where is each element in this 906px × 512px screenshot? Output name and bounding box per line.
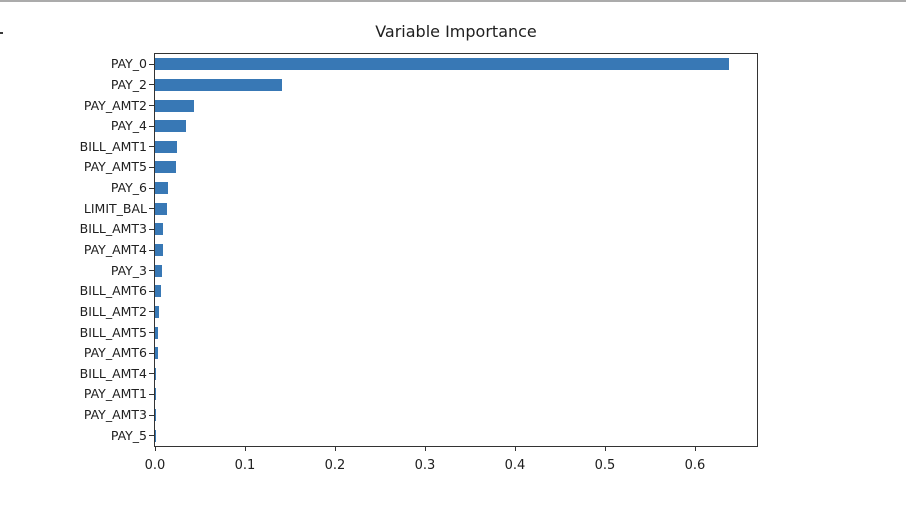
x-tick-mark: [514, 447, 516, 451]
y-tick-label-pay_amt1: PAY_AMT1: [83, 386, 147, 402]
y-tick-mark: [149, 270, 154, 272]
y-tick-label-limit_bal: LIMIT_BAL: [83, 200, 147, 216]
y-tick-label-pay_amt6: PAY_AMT6: [83, 345, 147, 361]
bar-pay_2: [155, 78, 282, 91]
y-tick-mark: [149, 373, 154, 375]
y-tick-mark: [149, 311, 154, 313]
y-tick-label-pay_2: PAY_2: [110, 76, 147, 92]
y-tick-label-bill_amt3: BILL_AMT3: [79, 221, 147, 237]
chart-title: Variable Importance: [375, 22, 537, 41]
y-tick-label-pay_5: PAY_5: [110, 427, 147, 443]
y-tick-mark: [149, 166, 154, 168]
x-tick-mark: [244, 447, 246, 451]
bar-pay_amt1: [155, 388, 156, 401]
bar-pay_6: [155, 182, 169, 195]
x-tick-label-0.4: 0.4: [504, 458, 526, 473]
x-tick-mark: [694, 447, 696, 451]
bar-bill_amt4: [155, 367, 157, 380]
y-tick-label-pay_3: PAY_3: [110, 262, 147, 278]
y-tick-label-bill_amt6: BILL_AMT6: [79, 283, 147, 299]
bar-pay_3: [155, 264, 163, 277]
bar-pay_0: [155, 58, 730, 71]
y-tick-mark: [149, 208, 154, 210]
y-tick-label-pay_6: PAY_6: [110, 180, 147, 196]
bar-bill_amt1: [155, 140, 178, 153]
plot-area: [154, 53, 758, 447]
y-tick-mark: [149, 105, 154, 107]
y-tick-label-pay_amt4: PAY_AMT4: [83, 242, 147, 257]
bar-bill_amt5: [155, 326, 159, 339]
bar-bill_amt3: [155, 223, 164, 236]
x-tick-mark: [155, 447, 156, 451]
y-tick-label-pay_amt5: PAY_AMT5: [83, 159, 147, 175]
bar-pay_amt2: [155, 99, 194, 112]
y-tick-mark: [149, 249, 154, 251]
y-tick-label-bill_amt4: BILL_AMT4: [79, 365, 147, 381]
y-tick-mark: [149, 290, 154, 292]
y-tick-mark: [149, 228, 154, 230]
bar-bill_amt2: [155, 305, 160, 318]
bar-pay_4: [155, 120, 186, 133]
y-tick-label-pay_amt3: PAY_AMT3: [83, 407, 147, 423]
y-tick-mark: [149, 352, 154, 354]
y-tick-label-bill_amt1: BILL_AMT1: [79, 138, 147, 154]
y-tick-mark: [149, 332, 154, 334]
y-tick-label-pay_4: PAY_4: [110, 118, 147, 134]
bar-pay_amt3: [155, 409, 156, 422]
x-tick-mark: [424, 447, 426, 451]
top-border-line: [0, 0, 906, 2]
y-tick-mark: [149, 84, 154, 86]
y-tick-mark: [149, 125, 154, 127]
y-tick-mark: [149, 414, 154, 416]
y-tick-label-bill_amt5: BILL_AMT5: [79, 324, 147, 340]
x-tick-label-0.1: 0.1: [234, 458, 256, 473]
y-tick-mark: [149, 393, 154, 395]
bar-limit_bal: [155, 202, 167, 215]
bar-bill_amt6: [155, 285, 162, 298]
x-tick-mark: [334, 447, 336, 451]
y-tick-mark: [149, 435, 154, 437]
bar-pay_amt4: [155, 244, 163, 256]
y-tick-label-pay_amt2: PAY_AMT2: [83, 97, 147, 113]
x-tick-mark: [604, 447, 606, 451]
x-tick-label-0.2: 0.2: [324, 458, 346, 473]
y-tick-label-bill_amt2: BILL_AMT2: [79, 303, 147, 319]
x-tick-label-0.6: 0.6: [684, 458, 706, 473]
x-tick-label-0.0: 0.0: [144, 458, 166, 473]
bar-pay_amt6: [155, 347, 159, 360]
x-tick-label-0.3: 0.3: [414, 458, 436, 473]
bar-pay_amt5: [155, 161, 176, 174]
y-tick-label-pay_0: PAY_0: [110, 56, 147, 72]
left-edge-tick: [0, 32, 3, 34]
y-tick-mark: [149, 63, 154, 65]
y-tick-mark: [149, 187, 154, 189]
x-tick-label-0.5: 0.5: [594, 458, 616, 473]
y-tick-mark: [149, 146, 154, 148]
